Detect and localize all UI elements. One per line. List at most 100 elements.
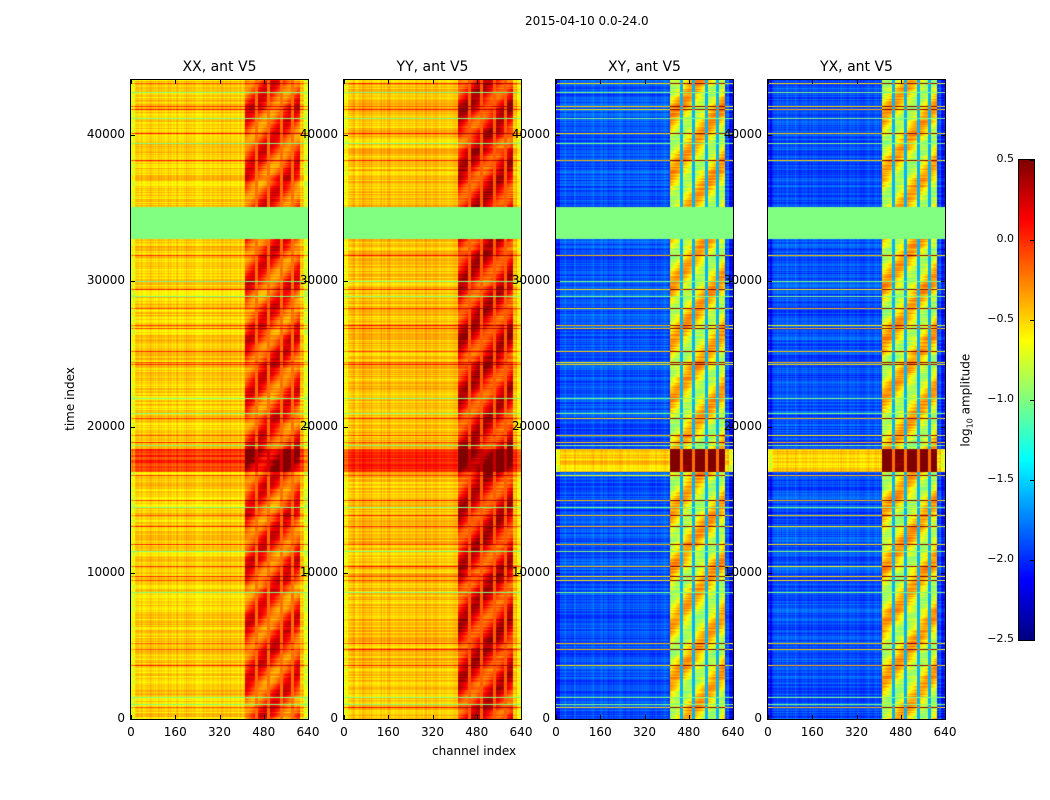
x-tick: [768, 80, 769, 84]
y-tick: [304, 719, 308, 720]
x-tick: [308, 80, 309, 84]
y-tick: [556, 135, 560, 136]
x-tick: [688, 715, 690, 719]
x-tick-label: 160: [800, 725, 824, 739]
y-tick-label: 40000: [86, 127, 125, 141]
x-tick: [733, 80, 734, 84]
y-tick: [344, 135, 348, 136]
x-tick: [600, 715, 602, 719]
x-tick: [344, 715, 345, 719]
y-tick: [344, 281, 348, 282]
x-tick: [175, 715, 177, 719]
x-tick-label: 320: [208, 725, 231, 739]
x-tick-label: 0: [552, 725, 560, 739]
y-tick-label: 20000: [511, 419, 550, 433]
y-tick: [768, 719, 772, 720]
x-tick: [388, 715, 390, 719]
y-tick: [344, 719, 348, 720]
y-tick-label: 20000: [299, 419, 338, 433]
y-tick-label: 0: [117, 711, 125, 725]
x-tick-label: 480: [465, 725, 489, 739]
x-tick: [388, 80, 390, 84]
heatmap-image: [556, 80, 733, 719]
colorbar-label: log10 amplitude: [958, 354, 974, 447]
x-tick: [900, 80, 902, 84]
y-tick: [304, 135, 308, 136]
panel-title: XX, ant V5: [182, 59, 257, 75]
heatmap-panel: [130, 79, 309, 720]
x-tick-label: 640: [933, 725, 957, 739]
colorbar-tick-label: −2.0: [987, 552, 1014, 565]
x-tick: [432, 715, 434, 719]
x-tick: [219, 715, 221, 719]
x-tick: [476, 80, 478, 84]
y-tick-label: 0: [330, 711, 338, 725]
colorbar-label-log: log: [958, 428, 973, 447]
x-tick: [521, 715, 522, 719]
y-tick: [729, 135, 733, 136]
y-tick-label: 40000: [299, 127, 338, 141]
y-tick: [768, 427, 772, 428]
y-tick: [729, 573, 733, 574]
y-tick: [517, 427, 521, 428]
heatmap-image: [131, 80, 308, 719]
colorbar-tick-label: −1.0: [987, 392, 1014, 405]
y-tick-label: 0: [542, 711, 550, 725]
x-tick-label: 0: [764, 725, 772, 739]
x-tick: [644, 80, 646, 84]
x-tick-label: 480: [889, 725, 913, 739]
y-tick-label: 20000: [723, 419, 762, 433]
colorbar-tick-label: −1.5: [987, 472, 1014, 485]
y-tick: [517, 719, 521, 720]
x-tick-label: 160: [376, 725, 400, 739]
x-tick: [856, 715, 858, 719]
x-tick: [644, 715, 646, 719]
x-tick: [131, 80, 132, 84]
colorbar-tick-label: −0.5: [987, 312, 1014, 325]
x-tick-label: 320: [421, 725, 444, 739]
x-tick-label: 0: [127, 725, 135, 739]
x-tick: [521, 80, 522, 84]
y-tick: [768, 135, 772, 136]
colorbar-tick-label: 0.5: [996, 152, 1015, 165]
x-tick: [900, 715, 902, 719]
y-tick: [556, 573, 560, 574]
x-tick-label: 640: [296, 725, 320, 739]
x-tick: [733, 715, 734, 719]
colorbar-label-sub: 10: [965, 418, 975, 429]
y-tick: [729, 427, 733, 428]
x-tick: [945, 715, 946, 719]
y-tick-label: 10000: [299, 565, 338, 579]
panel-title: YX, ant V5: [820, 59, 893, 75]
y-tick: [131, 573, 135, 574]
x-tick-label: 160: [588, 725, 612, 739]
y-tick: [304, 281, 308, 282]
y-tick: [131, 281, 135, 282]
x-tick: [219, 80, 221, 84]
y-tick: [304, 427, 308, 428]
y-tick: [131, 719, 135, 720]
x-tick: [432, 80, 434, 84]
x-tick-label: 640: [509, 725, 533, 739]
x-tick-label: 160: [163, 725, 187, 739]
colorbar-tick: [1030, 400, 1034, 401]
y-tick: [517, 135, 521, 136]
y-tick: [131, 427, 135, 428]
x-tick: [263, 80, 265, 84]
y-tick: [729, 719, 733, 720]
colorbar-tick: [1030, 320, 1034, 321]
heatmap-panel: [555, 79, 734, 720]
y-tick-label: 30000: [511, 273, 550, 287]
colorbar: [1018, 159, 1035, 641]
y-tick: [941, 573, 945, 574]
x-tick: [812, 715, 814, 719]
y-tick: [344, 427, 348, 428]
colorbar-tick-label: 0.0: [996, 232, 1015, 245]
heatmap-panel: [767, 79, 946, 720]
y-tick-label: 20000: [86, 419, 125, 433]
y-tick: [768, 573, 772, 574]
colorbar-tick: [1030, 240, 1034, 241]
x-tick-label: 320: [633, 725, 656, 739]
y-tick-label: 10000: [511, 565, 550, 579]
